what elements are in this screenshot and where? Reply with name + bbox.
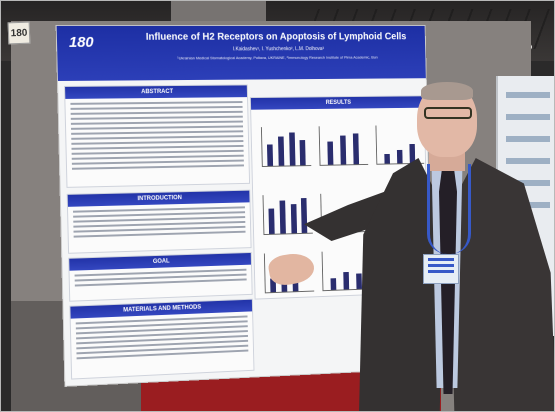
poster-title: Influence of H2 Receptors on Apoptosis o… [135, 32, 416, 43]
poster-affiliations: ¹Ukrainian Medical Stomatological Academ… [136, 54, 416, 61]
section-abstract: ABSTRACT [64, 84, 250, 187]
booth-number-tag: 180 [8, 22, 31, 45]
section-materials-methods: MATERIALS AND METHODS [69, 299, 254, 380]
name-badge [423, 254, 459, 284]
poster-number: 180 [69, 34, 94, 51]
presenter-hand [267, 250, 317, 287]
lanyard [427, 164, 471, 254]
section-goal: GOAL [68, 252, 252, 302]
presenter [269, 76, 555, 412]
poster-authors: I.Kaidashev¹, I. Yushchenko², L.M. Dolho… [136, 46, 417, 54]
hair [421, 82, 473, 100]
glasses [424, 107, 472, 119]
poster-header: 180 Influence of H2 Receptors on Apoptos… [57, 26, 426, 81]
section-introduction: INTRODUCTION [67, 190, 252, 254]
